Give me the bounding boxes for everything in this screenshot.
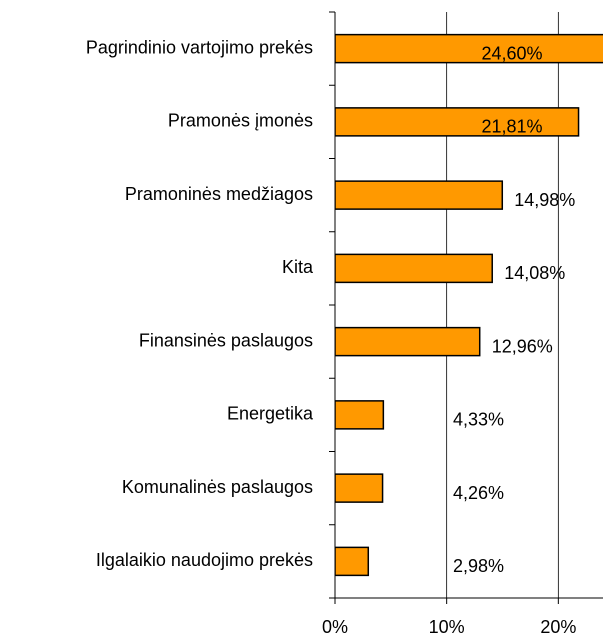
bar	[335, 180, 504, 210]
value-label: 12,96%	[492, 336, 553, 356]
bar	[335, 253, 493, 284]
bar	[335, 400, 385, 430]
y-tick-label: Kita	[282, 257, 314, 277]
value-label: 4,26%	[453, 483, 504, 503]
value-label: 2,98%	[453, 556, 504, 576]
value-label: 14,98%	[514, 190, 575, 210]
y-tick-label: Pramonės įmonės	[168, 111, 313, 131]
x-tick-label: 20%	[540, 617, 576, 637]
y-tick-label: Finansinės paslaugos	[139, 330, 313, 350]
value-label: 24,60%	[481, 43, 542, 63]
bar	[335, 473, 384, 503]
y-tick-label: Pramoninės medžiagos	[125, 184, 313, 204]
y-tick-label: Ilgalaikio naudojimo prekės	[96, 550, 313, 570]
y-tick-label: Komunalinės paslaugos	[122, 477, 313, 497]
bar	[335, 546, 370, 577]
y-tick-label: Pagrindinio vartojimo prekės	[86, 37, 313, 57]
bar	[335, 107, 580, 137]
value-label: 14,08%	[504, 263, 565, 283]
bar	[335, 326, 481, 357]
bar	[335, 33, 603, 64]
x-tick-label: 0%	[322, 617, 348, 637]
x-tick-label: 10%	[429, 617, 465, 637]
value-label: 4,33%	[453, 410, 504, 430]
y-tick-label: Energetika	[227, 404, 314, 424]
value-label: 21,81%	[481, 117, 542, 137]
